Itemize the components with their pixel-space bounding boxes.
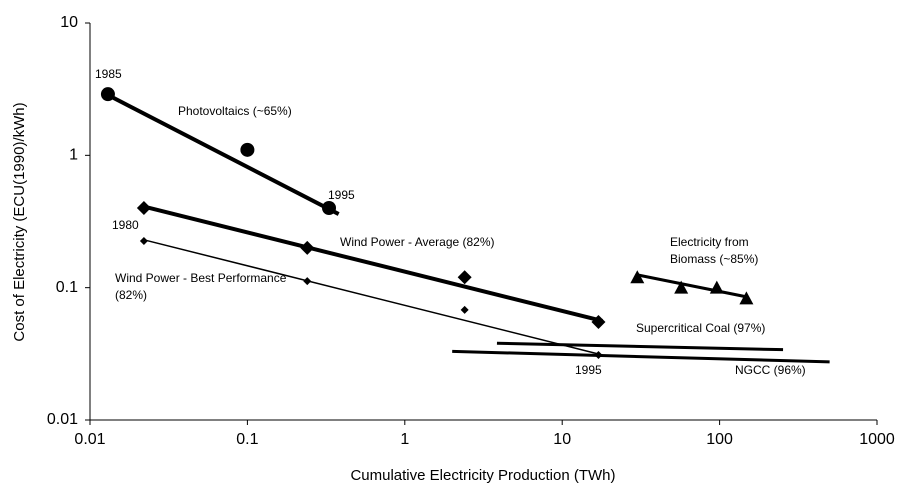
x-tick-label: 0.1 xyxy=(236,431,258,448)
point xyxy=(322,200,337,215)
trend-line xyxy=(101,90,340,216)
series-label: (82%) xyxy=(115,288,147,302)
series-label: Biomass (~85%) xyxy=(670,252,758,266)
y-tick-label: 0.01 xyxy=(47,411,78,428)
trend-line xyxy=(143,239,603,356)
x-tick-label: 1 xyxy=(400,431,409,448)
point xyxy=(674,280,689,294)
y-tick-label: 10 xyxy=(60,14,78,31)
point xyxy=(136,200,151,215)
point xyxy=(100,87,115,102)
x-tick-label: 1000 xyxy=(859,431,895,448)
series-label: NGCC (96%) xyxy=(735,363,806,377)
point xyxy=(303,277,312,286)
x-axis-title: Cumulative Electricity Production (TWh) xyxy=(350,467,615,484)
annotation: 1995 xyxy=(328,188,355,202)
x-tick-label: 10 xyxy=(553,431,571,448)
trend-line xyxy=(637,273,748,299)
series-label: Supercritical Coal (97%) xyxy=(636,321,765,335)
point xyxy=(300,240,315,255)
point xyxy=(460,305,469,314)
annotation: 1985 xyxy=(95,67,122,81)
trend-line xyxy=(143,204,603,323)
y-axis-title: Cost of Electricity (ECU(1990)/kWh) xyxy=(11,102,28,341)
series-label: Photovoltaics (~65%) xyxy=(178,104,292,118)
series-label: Wind Power - Average (82%) xyxy=(340,235,495,249)
annotation: 1995 xyxy=(575,363,602,377)
point xyxy=(630,270,645,284)
x-tick-label: 0.01 xyxy=(74,431,105,448)
point xyxy=(709,280,724,294)
series-label: Wind Power - Best Performance xyxy=(115,271,287,285)
line xyxy=(496,341,784,352)
point xyxy=(591,315,606,330)
point xyxy=(240,142,255,157)
line xyxy=(452,349,830,364)
point xyxy=(739,291,754,305)
y-tick-label: 1 xyxy=(69,147,78,164)
point xyxy=(139,237,148,246)
y-tick-label: 0.1 xyxy=(56,279,78,296)
point xyxy=(457,270,472,285)
series-label: Electricity from xyxy=(670,235,749,249)
x-tick-label: 100 xyxy=(706,431,733,448)
annotation: 1980 xyxy=(112,218,139,232)
